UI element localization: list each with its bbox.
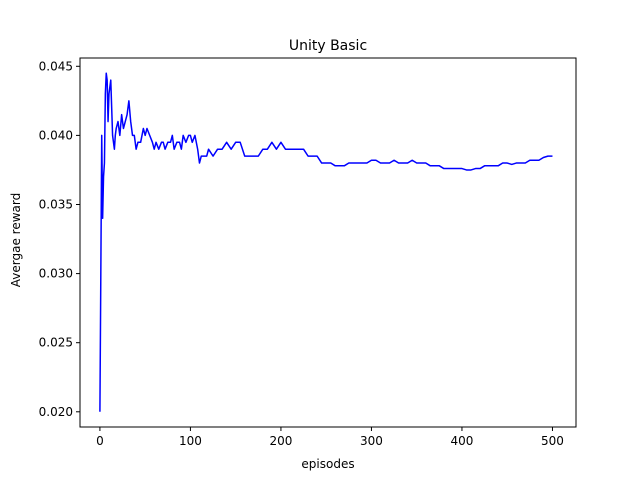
axes-frame xyxy=(79,57,577,428)
x-tick-label: 0 xyxy=(96,434,104,448)
x-tick-label: 300 xyxy=(360,434,383,448)
x-tick-label: 100 xyxy=(179,434,202,448)
y-tick-label: 0.020 xyxy=(39,405,73,419)
x-tick-label: 500 xyxy=(541,434,564,448)
y-tick-label: 0.040 xyxy=(39,128,73,142)
x-tick-label: 200 xyxy=(269,434,292,448)
x-axis-label: episodes xyxy=(301,457,354,471)
y-tick-label: 0.025 xyxy=(39,336,73,350)
y-axis-label: Avergae reward xyxy=(9,193,23,287)
y-tick-label: 0.045 xyxy=(39,59,73,73)
plot-area: 0 100 200 300 400 500 0.020 0.025 0.030 0.035 0.04… xyxy=(39,57,577,448)
series-line-0 xyxy=(99,72,553,412)
y-tick-label: 0.030 xyxy=(39,267,73,281)
chart-title: Unity Basic xyxy=(289,38,367,54)
y-tick-label: 0.035 xyxy=(39,197,73,211)
x-tick-label: 400 xyxy=(451,434,474,448)
